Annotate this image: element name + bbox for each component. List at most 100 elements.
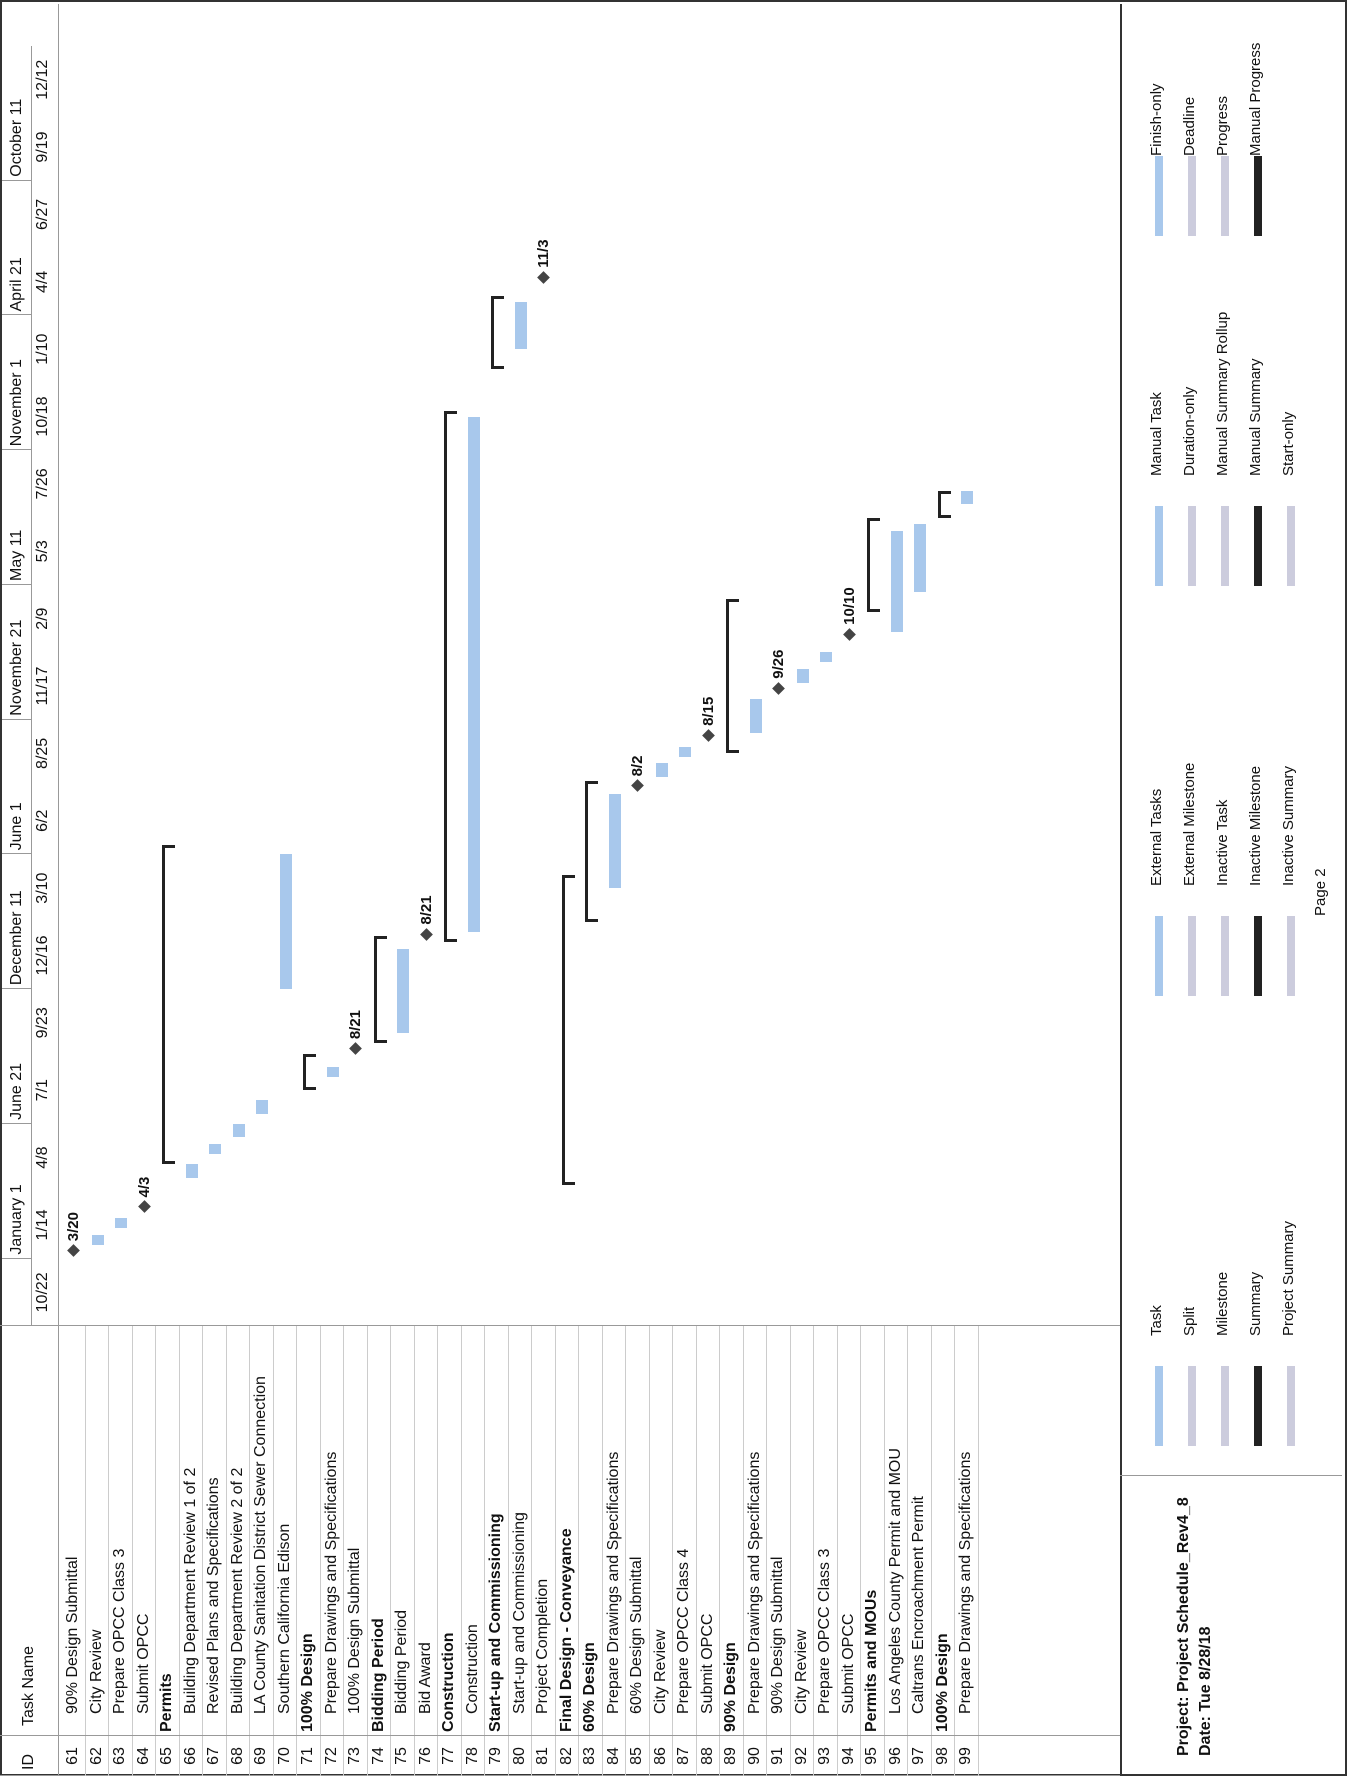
task-bar <box>749 699 762 734</box>
task-name: Building Department Review 2 of 2 <box>228 1467 246 1714</box>
row-divider <box>907 1326 908 1776</box>
task-name: Permits <box>158 1673 175 1732</box>
project-name: Project: Project Schedule_Rev4_8 <box>1175 1497 1192 1756</box>
task-name: Prepare Drawings and Specifications <box>604 1451 622 1714</box>
timescale-tick <box>2 314 32 316</box>
project-date: Date: Tue 8/28/18 <box>1197 1626 1214 1756</box>
legend-swatch <box>1155 156 1163 236</box>
timescale-minor-label: 12/12 <box>34 59 51 100</box>
task-name: Permits and MOUs <box>863 1589 880 1732</box>
timescale-major-label: November 1 <box>8 359 25 447</box>
row-divider <box>484 1326 485 1776</box>
row-divider <box>719 1326 720 1776</box>
task-id: 96 <box>886 1747 904 1765</box>
task-id: 78 <box>463 1747 481 1765</box>
task-name: Los Angeles County Permit and MOU <box>886 1448 904 1714</box>
legend-swatch <box>1254 506 1262 586</box>
timescale-minor-label: 10/22 <box>34 1272 51 1313</box>
timescale-tick <box>2 718 32 720</box>
row-divider <box>366 1326 368 1776</box>
task-name: 90% Design Submittal <box>769 1556 786 1714</box>
task-bar <box>890 531 903 633</box>
task-id: 71 <box>299 1747 316 1765</box>
row-divider <box>672 1326 673 1776</box>
task-id: 92 <box>792 1747 810 1765</box>
task-name: Prepare OPCC Class 3 <box>111 1548 128 1714</box>
task-id: 67 <box>205 1747 222 1765</box>
task-id: 89 <box>722 1747 739 1765</box>
milestone-date: 11/3 <box>535 239 552 268</box>
task-name: City Review <box>87 1629 105 1714</box>
row-divider <box>319 1326 321 1776</box>
task-bar <box>185 1164 198 1178</box>
task-id: 93 <box>816 1747 833 1765</box>
milestone-date: 3/20 <box>65 1212 82 1242</box>
task-id: 85 <box>628 1747 645 1765</box>
task-name: Submit OPCC <box>698 1613 716 1714</box>
task-bar <box>914 524 926 592</box>
milestone-date: 9/26 <box>770 649 787 679</box>
row-divider <box>202 1326 203 1776</box>
task-name: Prepare Drawings and Specifications <box>322 1451 340 1714</box>
milestone-date: 8/15 <box>699 696 717 726</box>
timescale-minor-label: 3/10 <box>34 872 51 904</box>
task-id: 84 <box>604 1747 622 1765</box>
task-id: 88 <box>698 1747 716 1765</box>
timescale-minor-label: 10/18 <box>34 396 51 437</box>
task-name: Bidding Period <box>393 1609 410 1714</box>
legend-label: Inactive Task <box>1214 799 1231 886</box>
task-name-header: Task Name <box>20 1645 37 1726</box>
task-bar <box>820 652 832 663</box>
timescale-major-label: May 11 <box>8 529 25 581</box>
row-divider <box>460 1326 462 1776</box>
task-bar <box>608 793 621 889</box>
legend-label: Milestone <box>1214 1271 1231 1336</box>
task-name: Caltrans Encroachment Permit <box>910 1496 927 1714</box>
row-divider <box>836 1326 838 1776</box>
row-divider <box>155 1326 156 1776</box>
milestone-date: 8/21 <box>347 1009 364 1040</box>
header-divider <box>58 4 59 1776</box>
row-divider <box>578 1326 579 1776</box>
task-id: 76 <box>416 1747 434 1765</box>
task-id: 65 <box>158 1747 175 1765</box>
timescale-minor-label: 4/8 <box>34 1146 51 1169</box>
task-name: Construction <box>463 1624 481 1714</box>
task-name: 100% Design Submittal <box>346 1547 363 1714</box>
row-divider <box>625 1326 626 1776</box>
id-header: ID <box>20 1754 37 1770</box>
task-id: 77 <box>440 1747 457 1765</box>
task-id: 86 <box>651 1747 669 1765</box>
timescale-minor-label: 7/26 <box>34 468 51 500</box>
milestone-date: 8/2 <box>629 755 646 777</box>
timescale-tick <box>2 853 32 855</box>
timescale-minor-label: 4/4 <box>34 270 51 293</box>
summary-bar <box>561 875 575 1185</box>
legend-swatch <box>1221 506 1229 586</box>
task-id: 98 <box>933 1747 951 1765</box>
page-number: Page 2 <box>1312 868 1329 916</box>
timescale-major-label: December 11 <box>8 890 25 986</box>
task-id: 81 <box>534 1747 551 1765</box>
legend-swatch <box>1221 156 1229 236</box>
task-name: Project Completion <box>534 1578 551 1714</box>
milestone-date: 8/21 <box>417 895 435 925</box>
timescale-major-label: January 1 <box>8 1184 25 1255</box>
summary-bar <box>585 781 598 922</box>
task-name: Construction <box>440 1632 457 1732</box>
timescale-tick <box>2 449 32 451</box>
row-divider <box>343 1326 344 1776</box>
task-name: 100% Design <box>933 1633 951 1732</box>
task-name: Prepare Drawings and Specifications <box>745 1451 763 1714</box>
legend-swatch <box>1287 916 1295 996</box>
timescale-major-label: October 11 <box>8 98 25 177</box>
task-bar <box>256 1100 268 1114</box>
id-column-divider <box>0 1735 1120 1736</box>
legend-label: Split <box>1181 1306 1198 1336</box>
timescale-tick <box>2 1257 32 1259</box>
timescale-minor-label: 1/10 <box>34 333 51 365</box>
summary-bar <box>867 518 880 612</box>
row-divider <box>272 1326 274 1776</box>
row-divider <box>108 1326 109 1776</box>
